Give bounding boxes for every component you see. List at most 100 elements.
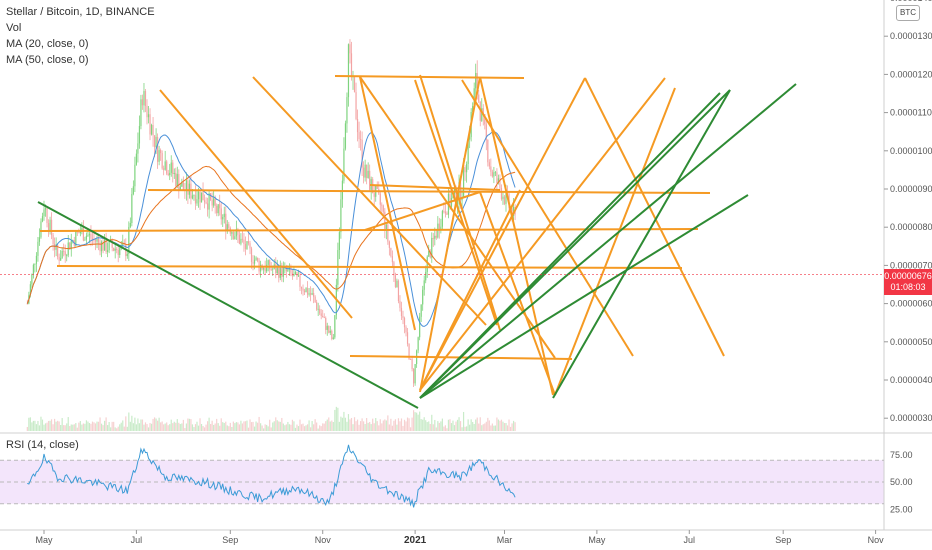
trend-line-orange-13 [419,77,586,391]
volume-bar [88,423,91,431]
volume-bar [347,414,350,431]
candle-body [96,238,98,242]
volume-bar [293,421,295,431]
legend-ma50[interactable]: MA (50, close, 0) [6,54,89,66]
candle-body [210,193,212,200]
candle-body [314,296,316,303]
volume-bar [141,419,144,431]
candle-body [488,162,490,167]
volume-bar [405,421,407,431]
volume-bar [322,423,324,431]
volume-bar [369,421,371,431]
candle-body [108,241,110,251]
volume-bar [150,423,153,431]
volume-bar [287,421,289,431]
candle-body [420,304,422,317]
volume-bar [231,426,233,431]
volume-bar [378,425,380,431]
volume-bar [206,421,209,431]
candle-body [241,238,244,240]
volume-bar [85,420,88,431]
candle-body [287,269,289,272]
time-tick-label-4: 2021 [404,535,427,546]
candle-body [440,226,442,231]
candle-body [238,234,241,244]
candle-body [216,205,218,214]
volume-bar [485,421,487,431]
volume-bar [494,425,496,431]
trend-line-orange-20 [369,184,501,191]
candle-body [394,275,397,288]
volume-bar [279,421,281,431]
volume-bar [391,425,393,431]
volume-bar [397,418,400,431]
volume-bar [267,426,269,431]
candle-body [329,330,331,333]
candle-body [419,316,421,338]
volume-bar [128,412,130,431]
candle-body [303,290,306,293]
candle-body [385,224,387,231]
volume-bar [272,422,274,431]
volume-bar [402,425,404,431]
candle-body [34,263,36,265]
candle-body [149,114,151,135]
candle-body [153,135,156,148]
candle-body [249,243,251,249]
candle-body [260,264,262,272]
volume-bar [490,425,492,431]
volume-bar [269,419,271,431]
volume-bar [43,424,45,431]
candle-body [52,235,54,245]
volume-bar [214,423,216,431]
candle-body [105,238,107,252]
volume-bar [470,419,472,431]
currency-badge[interactable]: BTC [896,5,920,21]
volume-bar [193,427,195,431]
volume-bar [323,423,325,431]
legend-ma20[interactable]: MA (20, close, 0) [6,38,89,50]
candle-body [405,327,407,333]
candle-body [170,162,172,173]
volume-bar [481,425,483,431]
candle-body [473,88,475,107]
volume-bar [116,428,118,431]
volume-bar [443,426,445,431]
candle-body [243,239,245,244]
candle-body [497,178,500,183]
candle-body [317,308,319,310]
volume-bar [478,423,480,431]
volume-bar [34,420,36,431]
volume-bar [303,426,306,431]
volume-bar [290,424,292,431]
candle-body [423,280,425,290]
candle-body [79,231,81,234]
legend-vol[interactable]: Vol [6,22,22,34]
candle-body [129,223,131,227]
volume-bar [147,427,150,431]
volume-bar [160,422,162,431]
volume-bar [226,425,228,431]
trend-line-orange-5 [159,89,353,319]
volume-bar [67,417,69,431]
volume-bar [447,419,450,431]
legend-symbol[interactable]: Stellar / Bitcoin, 1D, BINANCE [6,6,155,18]
price-tick-label-0: 0.00001400 [890,0,932,3]
volume-bar [44,423,47,431]
volume-bar [352,424,354,431]
volume-bar [503,423,506,431]
volume-bar [82,423,84,431]
candle-body [300,286,303,289]
trend-line-orange-21 [419,74,501,331]
volume-bar [361,418,363,431]
candle-body [313,292,315,297]
volume-bar [396,424,398,431]
candle-body [191,195,194,199]
candle-body [413,368,415,384]
volume-bar [332,422,334,431]
candle-body [387,224,389,242]
volume-bar [237,422,239,431]
candle-body [478,94,480,102]
rsi-legend[interactable]: RSI (14, close) [6,439,79,451]
volume-bar [178,422,180,431]
